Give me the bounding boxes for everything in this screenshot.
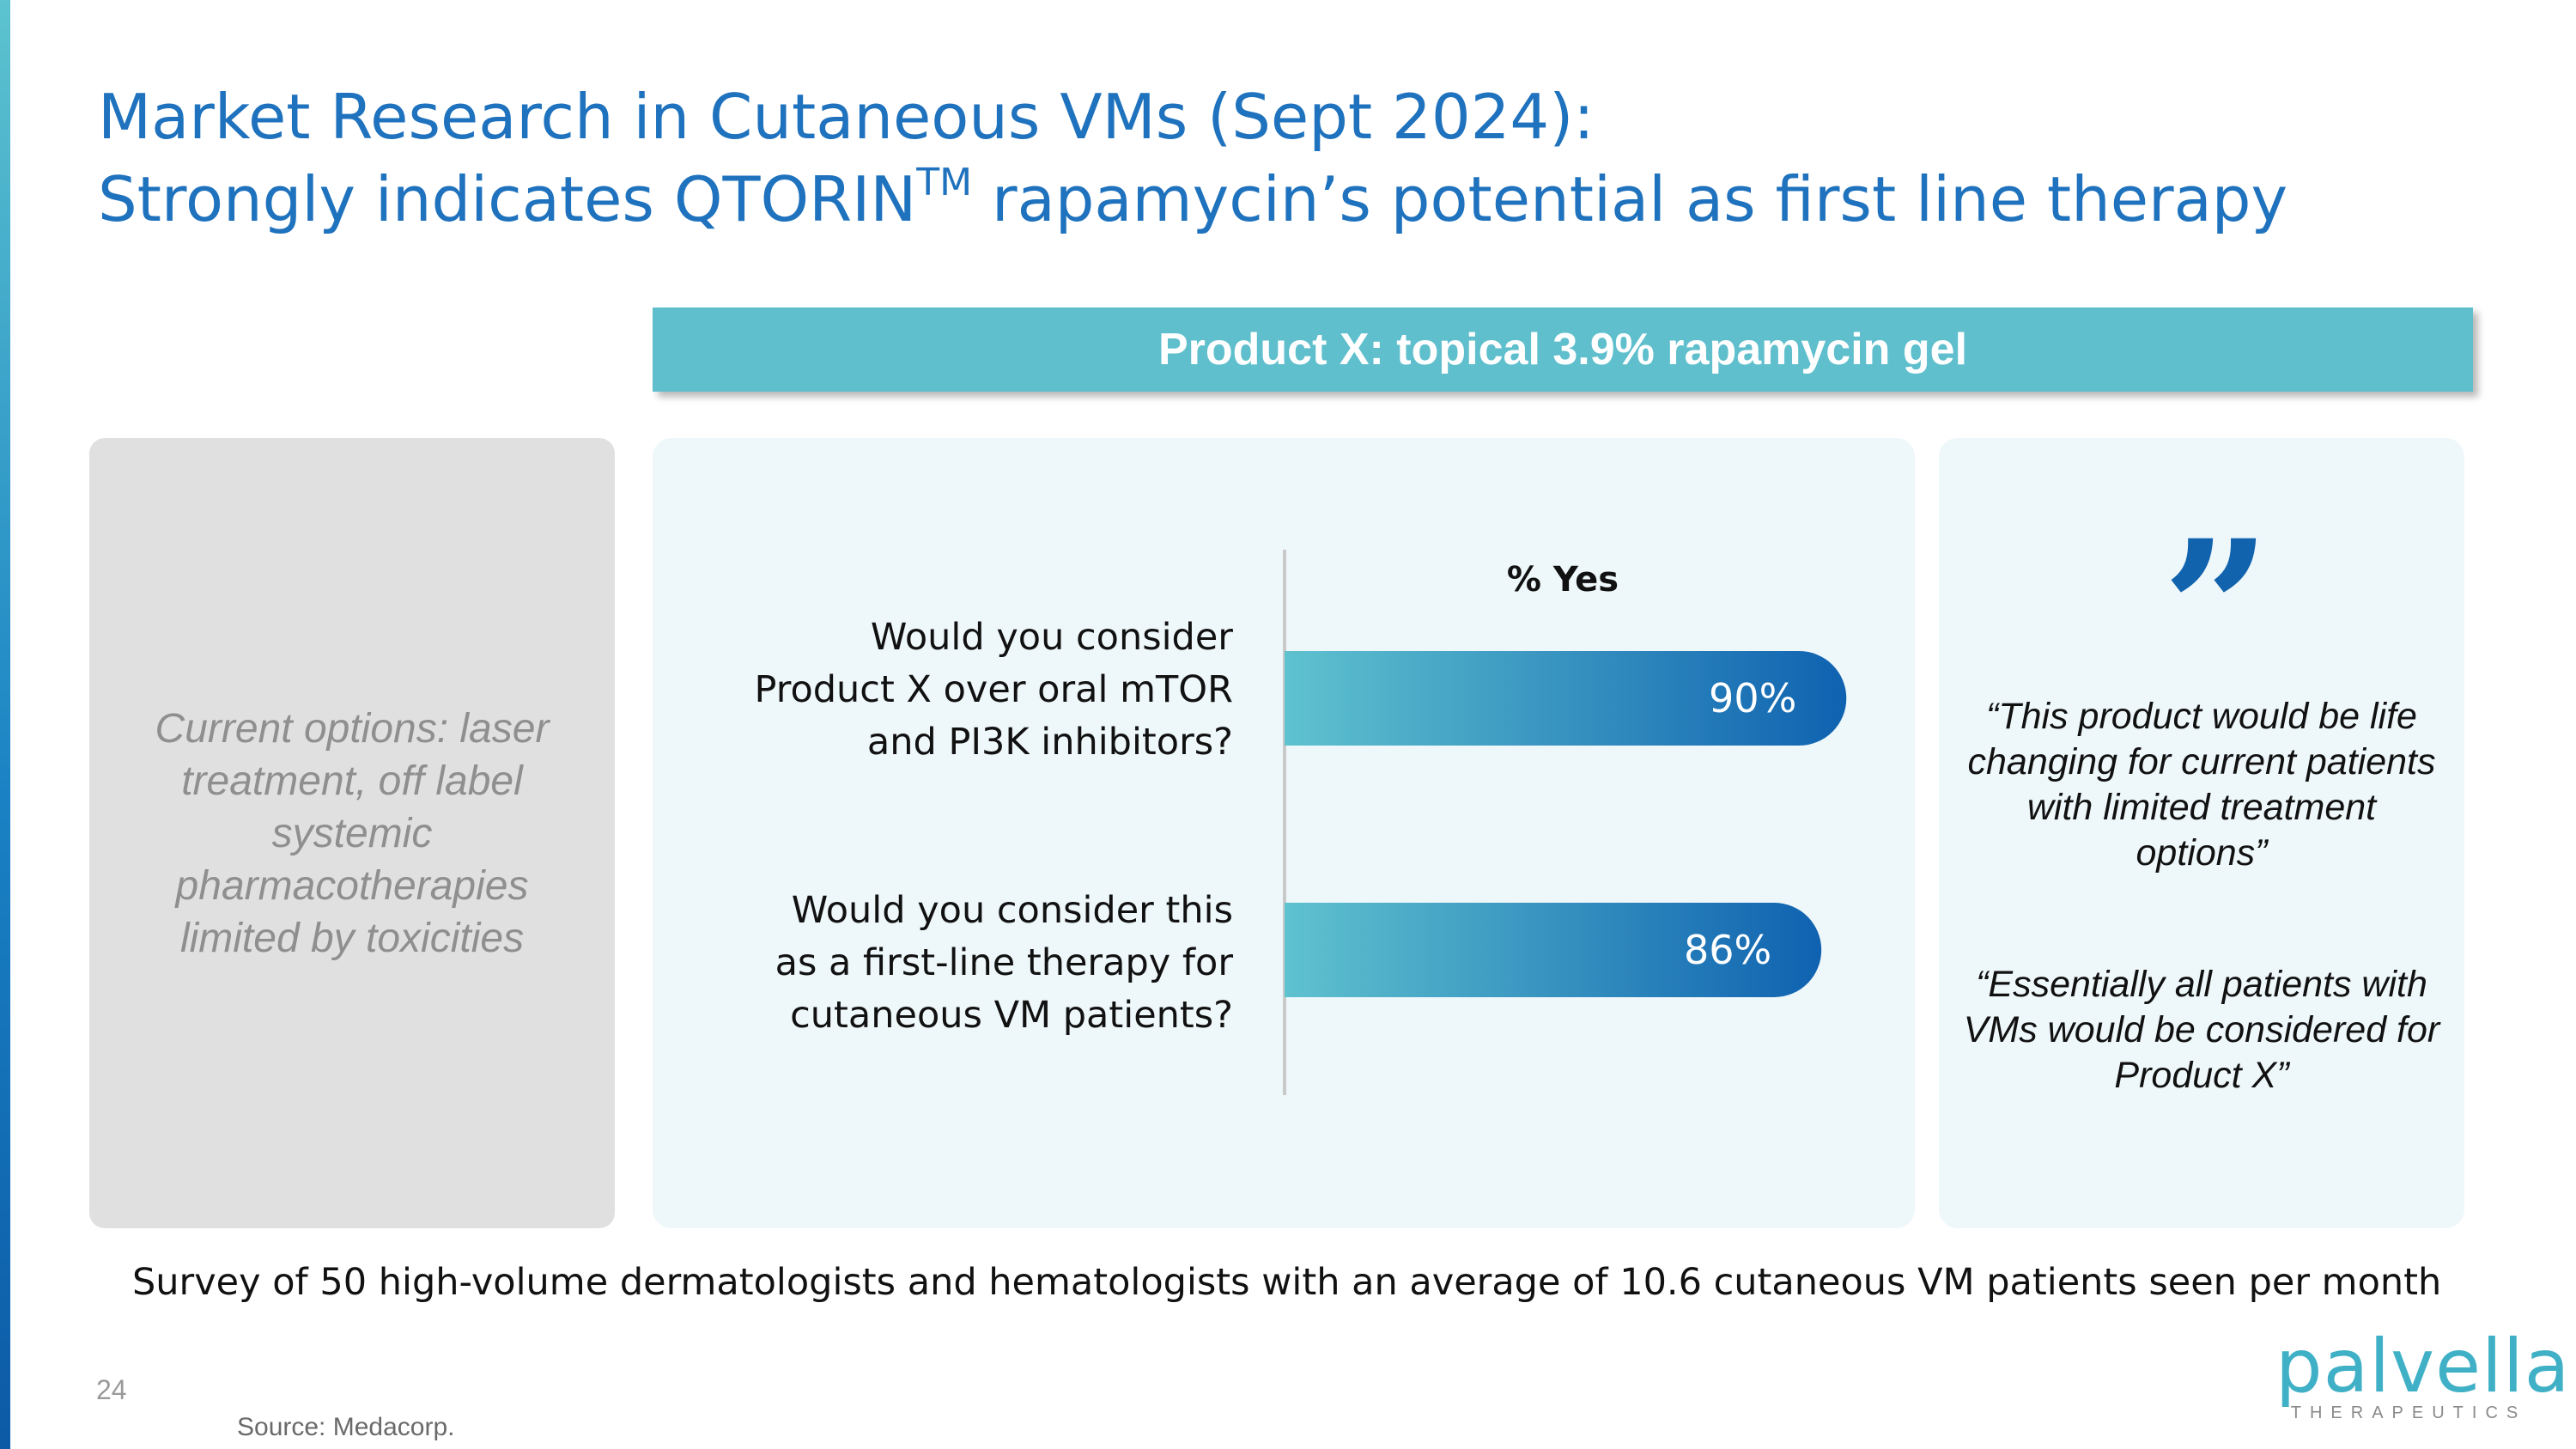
trademark-mark: TM (916, 161, 973, 204)
page-number: 24 (96, 1374, 127, 1405)
bar-1 (1285, 651, 1847, 746)
question-label-2: Would you consider this as a first-line … (775, 889, 1233, 1037)
product-header-bar: Product X: topical 3.9% rapamycin gel (653, 307, 2473, 392)
current-options-text: Current options: laser treatment, off la… (155, 705, 550, 961)
bar-value-label-2: 86% (1684, 927, 1771, 973)
quotes-panel (1939, 438, 2464, 1228)
chart-axis-title: % Yes (1506, 560, 1619, 600)
logo-subtitle: THERAPEUTICS (2290, 1403, 2527, 1422)
title-line-2-end: rapamycin’s potential as first line ther… (972, 163, 2288, 235)
quote-mark-icon: ” (2162, 498, 2271, 721)
current-options-panel: Current options: laser treatment, off la… (89, 438, 615, 1228)
quote-1: “This product would be life changing for… (1967, 696, 2436, 874)
source-note: Source: Medacorp. (237, 1413, 455, 1441)
logo-wordmark: palvella (2275, 1324, 2571, 1409)
bar-2 (1285, 903, 1822, 997)
product-header-label: Product X: topical 3.9% rapamycin gel (1157, 325, 1968, 374)
title-line-1: Market Research in Cutaneous VMs (Sept 2… (98, 81, 1595, 153)
question-label-1: Would you consider Product X over oral m… (754, 616, 1233, 764)
left-accent-bar (0, 0, 10, 1449)
title-line-2: Strongly indicates QTORINTM rapamycin’s … (98, 158, 2502, 240)
bar-chart: 90% 86% (1283, 550, 1847, 1095)
quote-2: “Essentially all patients with VMs would… (1963, 964, 2440, 1096)
slide-title: Market Research in Cutaneous VMs (Sept 2… (98, 76, 2502, 240)
bar-value-label-1: 90% (1709, 675, 1796, 721)
palvella-logo: palvella THERAPEUTICS (2275, 1324, 2571, 1423)
survey-note: Survey of 50 high-volume dermatologists … (132, 1261, 2442, 1304)
title-line-2-start: Strongly indicates QTORIN (98, 163, 917, 235)
